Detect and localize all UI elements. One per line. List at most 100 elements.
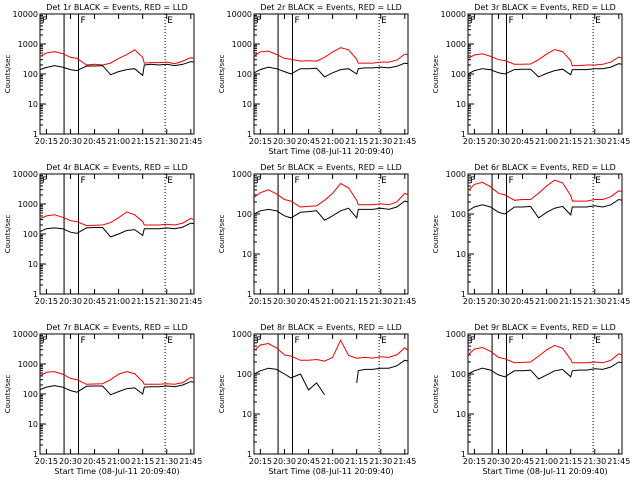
flag-e-label: E <box>381 16 387 26</box>
panel-title: Det 8r BLACK = Events, RED = LLD <box>260 323 402 332</box>
x-tick-label: 21:15 <box>559 297 582 306</box>
flag-left-label: F <box>470 336 475 346</box>
y-tick-label: 1000 <box>232 40 252 49</box>
x-tick-label: 21:15 <box>345 137 368 146</box>
x-tick-label: 21:15 <box>131 137 154 146</box>
lld-series-line <box>39 371 195 385</box>
events-series-line <box>253 367 326 396</box>
panel-det-4r: Det 4r BLACK = Events, RED = LLD 1 10 100 10… <box>4 163 202 306</box>
x-tick-label: 21:30 <box>583 297 606 306</box>
x-tick-label: 21:30 <box>583 457 606 466</box>
x-tick-label: 20:15 <box>35 457 58 466</box>
x-tick-label: 21:15 <box>131 457 154 466</box>
x-tick-label: 20:30 <box>59 137 82 146</box>
x-tick-label: 20:45 <box>297 137 320 146</box>
x-tick-label: 21:00 <box>535 457 558 466</box>
y-tick-label: 10000 <box>13 330 38 339</box>
events-series-line <box>467 63 623 78</box>
x-tick-label: 20:15 <box>249 297 272 306</box>
lld-series-line <box>39 49 195 66</box>
x-tick-label: 20:15 <box>35 137 58 146</box>
y-tick-label: 100 <box>237 370 252 379</box>
lld-series-line <box>467 179 623 202</box>
panel-title: Det 6r BLACK = Events, RED = LLD <box>474 163 616 172</box>
x-tick-label: 21:45 <box>393 137 416 146</box>
x-tick-label: 21:00 <box>321 457 344 466</box>
flag-f-label: F <box>295 16 300 26</box>
flag-left-label: F <box>256 16 261 26</box>
y-tick-label: 10000 <box>13 170 38 179</box>
x-tick-label: 21:00 <box>535 137 558 146</box>
y-tick-label: 1 <box>461 130 466 139</box>
x-tick-label: 21:00 <box>321 137 344 146</box>
y-tick-label: 10000 <box>441 10 466 19</box>
x-tick-label: 20:45 <box>83 457 106 466</box>
x-tick-label: 21:45 <box>179 297 202 306</box>
x-tick-label: 20:15 <box>35 297 58 306</box>
y-tick-label: 10 <box>28 100 38 109</box>
x-tick-label: 20:15 <box>249 137 272 146</box>
x-tick-label: 20:45 <box>297 297 320 306</box>
x-tick-label: 21:15 <box>131 297 154 306</box>
y-tick-label: 1000 <box>18 40 38 49</box>
y-tick-label: 10000 <box>227 10 252 19</box>
plot-frame <box>253 173 409 295</box>
x-tick-label: 21:45 <box>393 297 416 306</box>
lld-series-line <box>253 182 409 208</box>
y-tick-label: 1000 <box>232 170 252 179</box>
panel-det-2r: Det 2r BLACK = Events, RED = LLD 1 10 100 10… <box>218 3 416 156</box>
plot-frame <box>467 173 623 295</box>
flag-e-label: E <box>595 336 601 346</box>
y-tick-label: 1000 <box>446 40 466 49</box>
events-series-line <box>39 61 195 77</box>
x-tick-label: 21:45 <box>179 457 202 466</box>
y-tick-label: 1 <box>33 130 38 139</box>
x-tick-label: 20:30 <box>273 297 296 306</box>
x-tick-label: 21:00 <box>535 297 558 306</box>
flag-left-label: F <box>42 16 47 26</box>
x-tick-label: 21:30 <box>369 137 392 146</box>
x-tick-label: 21:45 <box>393 457 416 466</box>
x-tick-label: 21:00 <box>107 297 130 306</box>
x-tick-label: 21:30 <box>369 457 392 466</box>
panel-title: Det 9r BLACK = Events, RED = LLD <box>474 323 616 332</box>
panel-det-5r: Det 5r BLACK = Events, RED = LLD 1 10 100 10… <box>218 163 416 306</box>
flag-e-label: E <box>381 336 387 346</box>
x-tick-label: 20:30 <box>487 297 510 306</box>
flag-e-label: E <box>595 16 601 26</box>
flag-f-label: F <box>81 16 86 26</box>
y-axis-label: Counts/sec <box>218 215 226 254</box>
flag-e-label: E <box>167 336 173 346</box>
y-tick-label: 10 <box>456 100 466 109</box>
flag-left-label: F <box>470 176 475 186</box>
panel-title: Det 4r BLACK = Events, RED = LLD <box>46 163 188 172</box>
x-tick-label: 20:15 <box>463 137 486 146</box>
flag-left-label: F <box>256 336 261 346</box>
x-axis-label: Start Time (08-Jul-11 20:09:40) <box>482 467 607 476</box>
x-tick-label: 20:30 <box>273 457 296 466</box>
y-tick-label: 10 <box>28 420 38 429</box>
x-tick-label: 21:30 <box>583 137 606 146</box>
panel-title: Det 3r BLACK = Events, RED = LLD <box>474 3 616 12</box>
y-tick-label: 10 <box>242 250 252 259</box>
x-tick-label: 20:15 <box>249 457 272 466</box>
y-tick-label: 100 <box>451 70 466 79</box>
panel-det-6r: Det 6r BLACK = Events, RED = LLD 1 10 100 10… <box>432 163 630 306</box>
y-tick-label: 1 <box>461 450 466 459</box>
y-tick-label: 100 <box>23 230 38 239</box>
x-tick-label: 20:45 <box>297 457 320 466</box>
y-tick-label: 10 <box>28 260 38 269</box>
x-axis-label: Start Time (08-Jul-11 20:09:40) <box>268 467 393 476</box>
y-tick-label: 1 <box>247 290 252 299</box>
x-tick-label: 21:15 <box>345 297 368 306</box>
plot-frame <box>253 333 409 455</box>
y-axis-label: Counts/sec <box>432 375 440 414</box>
y-axis-label: Counts/sec <box>4 215 12 254</box>
y-tick-label: 1000 <box>18 200 38 209</box>
y-tick-label: 10 <box>456 250 466 259</box>
events-series-line <box>253 62 409 78</box>
events-series-line <box>39 381 195 396</box>
flag-e-label: E <box>381 176 387 186</box>
y-tick-label: 1 <box>247 130 252 139</box>
y-tick-label: 100 <box>451 210 466 219</box>
